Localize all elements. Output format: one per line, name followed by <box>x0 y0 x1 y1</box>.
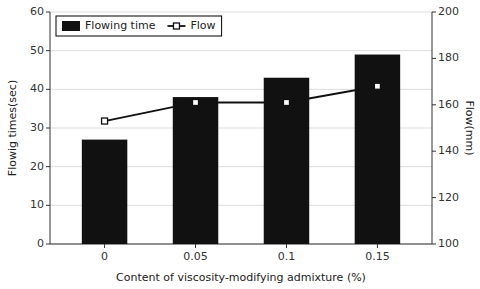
y-tick-label: 20 <box>30 160 44 173</box>
y-tick-label: 40 <box>30 82 44 95</box>
y2-tick <box>432 104 436 105</box>
x-tick <box>377 244 378 248</box>
y-tick <box>46 244 50 245</box>
x-tick <box>286 244 287 248</box>
bar <box>173 97 218 244</box>
legend: Flowing time Flow <box>56 16 222 36</box>
y2-axis-label: Flow(mm) <box>463 100 476 155</box>
marker <box>374 83 380 89</box>
y-tick <box>46 166 50 167</box>
legend-item: Flow <box>167 19 215 32</box>
legend-label: Flowing time <box>85 19 156 32</box>
y-tick <box>46 128 50 129</box>
marker <box>283 99 289 105</box>
x-tick-label: 0.1 <box>278 250 296 263</box>
line <box>105 86 378 121</box>
x-tick-label: 0.15 <box>365 250 390 263</box>
y2-tick <box>432 244 436 245</box>
grid <box>50 12 432 244</box>
y-tick-label: 0 <box>37 237 44 250</box>
y-tick-label: 10 <box>30 198 44 211</box>
y2-tick <box>432 197 436 198</box>
y2-tick-label: 200 <box>438 5 459 18</box>
bar <box>355 55 400 244</box>
chart-container: 0 10 20 30 40 50 60 100 120 140 160 180 200 0 0.05 0.1 0… <box>0 0 480 289</box>
chart-svg: 0 10 20 30 40 50 60 100 120 140 160 180 200 0 0.05 0.1 0… <box>0 0 480 289</box>
x-tick-label: 0 <box>101 250 108 263</box>
y2-tick-label: 140 <box>438 144 459 157</box>
y-axis-label: Flowig times(sec) <box>6 80 19 176</box>
y2-tick <box>432 12 436 13</box>
legend-swatch <box>62 21 80 31</box>
y-tick <box>46 205 50 206</box>
axes: 0 10 20 30 40 50 60 100 120 140 160 180 200 0 0.05 0.1 0… <box>30 5 459 263</box>
legend-label: Flow <box>190 19 215 32</box>
x-tick <box>195 244 196 248</box>
grid-line <box>50 12 432 13</box>
legend-box <box>56 16 222 36</box>
y2-tick-label: 160 <box>438 98 459 111</box>
right-axis-line <box>432 12 433 244</box>
line-series <box>102 83 381 124</box>
x-axis-label: Content of viscosity-modifying admixture… <box>116 271 366 284</box>
marker <box>102 118 108 124</box>
x-tick-label: 0.05 <box>183 250 208 263</box>
grid-line <box>50 50 432 51</box>
x-tick <box>104 244 105 248</box>
legend-marker <box>173 23 179 29</box>
y2-tick <box>432 151 436 152</box>
legend-item: Flowing time <box>62 19 156 32</box>
marks <box>82 55 400 244</box>
y2-tick-label: 180 <box>438 51 459 64</box>
y-tick-label: 60 <box>30 5 44 18</box>
y-tick <box>46 50 50 51</box>
marker <box>193 99 199 105</box>
y2-tick <box>432 58 436 59</box>
bar-series <box>82 55 400 244</box>
y2-tick-label: 100 <box>438 237 459 250</box>
bar <box>82 140 127 244</box>
y-tick-label: 50 <box>30 44 44 57</box>
y-tick <box>46 89 50 90</box>
y-tick-label: 30 <box>30 121 44 134</box>
y-tick <box>46 12 50 13</box>
y2-tick-label: 120 <box>438 191 459 204</box>
